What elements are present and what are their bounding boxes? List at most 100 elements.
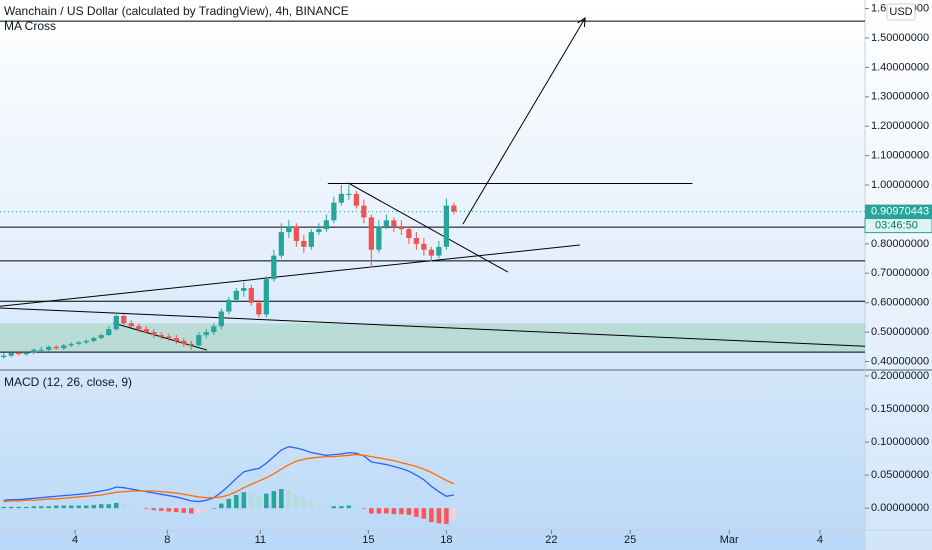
macd-hist-bar [196,508,202,513]
macd-hist-bar [204,508,209,511]
candle-body [293,226,299,241]
macd-hist-bar [316,504,322,509]
macd-hist-bar [286,490,292,509]
candle-body [158,335,164,337]
macd-hist-bar [234,494,239,509]
macd-hist-bar [294,494,299,509]
candle-body [376,226,382,250]
macd-hist-bar [121,504,127,509]
candle-body [301,240,307,247]
candle-body [91,337,97,341]
candle-body [128,323,134,327]
candle-body [218,311,224,327]
candle-body [323,220,329,230]
macd-hist-bar [436,508,442,524]
candle-body [68,343,74,346]
candle-body [248,287,254,303]
candle-body [121,315,127,324]
candle-body [46,346,52,350]
macd-y-tick-label: 0.00000000 [871,502,929,514]
candle-body [436,246,442,256]
macd-hist-bar [39,506,44,509]
macd-hist-bar [406,508,412,515]
candle-body [316,229,322,233]
candle-body [383,220,389,227]
candle-body [308,232,314,247]
candle-body [53,346,59,349]
y-tick-label: 1.20000000 [871,120,929,132]
indicator-label: MA Cross [4,19,56,33]
chart-title: Wanchain / US Dollar (calculated by Trad… [4,4,349,18]
trend-line [347,182,509,273]
candle-body [331,202,337,221]
x-tick-label: 15 [362,534,374,546]
zone [0,323,865,353]
candle-body [31,349,37,353]
candle-body [203,332,209,336]
candle-body [233,290,239,300]
candle-body [421,243,427,250]
candle-body [1,355,7,358]
x-tick-label: 4 [72,534,78,546]
candle-body [98,335,104,338]
macd-hist-bar [99,504,104,509]
x-tick-label: 8 [164,534,170,546]
candle-body [256,302,262,315]
candle-body [263,279,269,315]
candle-body [241,287,247,291]
price-axis-bg [865,0,932,550]
macd-hist-bar [31,506,37,509]
candle-body [188,343,194,346]
macd-hist-bar [391,508,397,515]
y-tick-label: 0.60000000 [871,297,929,309]
macd-hist-bar [354,506,359,509]
macd-label: MACD (12, 26, close, 9) [4,375,132,389]
macd-hist-bar [444,508,449,525]
macd-hist-bar [144,508,149,509]
macd-hist-bar [226,498,232,509]
currency-box[interactable] [886,3,916,21]
candle-body [451,205,457,212]
macd-hist-bar [309,502,314,509]
macd-hist-bar [399,508,404,515]
candle-body [353,193,359,206]
macd-hist-bar [69,505,74,509]
candle-body [8,352,14,356]
macd-hist-bar [331,506,337,509]
macd-hist-bar [114,502,119,509]
candle-body [368,217,374,250]
macd-y-tick-label: 0.15000000 [871,403,929,415]
y-tick-label: 0.80000000 [871,238,929,250]
candle-body [286,226,292,233]
candle-body [143,329,149,333]
macd-hist-bar [46,506,52,509]
candle-body [83,340,89,343]
macd-hist-bar [76,505,82,509]
macd-hist-bar [16,506,22,509]
candle-body [76,342,82,344]
macd-hist-bar [151,508,157,511]
currency[interactable]: USD [889,6,912,18]
macd-hist-bar [301,498,307,509]
candle-body [173,337,179,341]
last-price-box [865,204,932,219]
x-tick-label: 11 [255,534,266,546]
candle-body [428,249,435,256]
macd-hist-bar [166,508,172,512]
y-tick-label: 1.00000000 [871,179,929,191]
macd-hist-bar [451,508,457,520]
candle-body [361,205,367,218]
macd-hist-bar [421,508,427,519]
candle-body [136,326,142,330]
macd-hist-bar [361,508,367,509]
arrow-line [462,17,586,225]
countdown: 03:46:50 [875,219,918,231]
candle-body [106,329,112,336]
candle-body [338,193,344,203]
y-tick-label: 1.40000000 [871,61,929,73]
x-tick-label: 22 [545,534,557,546]
candle-body [406,229,412,238]
macd-line [3,446,454,503]
candle-body [346,193,352,195]
macd-hist-bar [54,505,59,509]
